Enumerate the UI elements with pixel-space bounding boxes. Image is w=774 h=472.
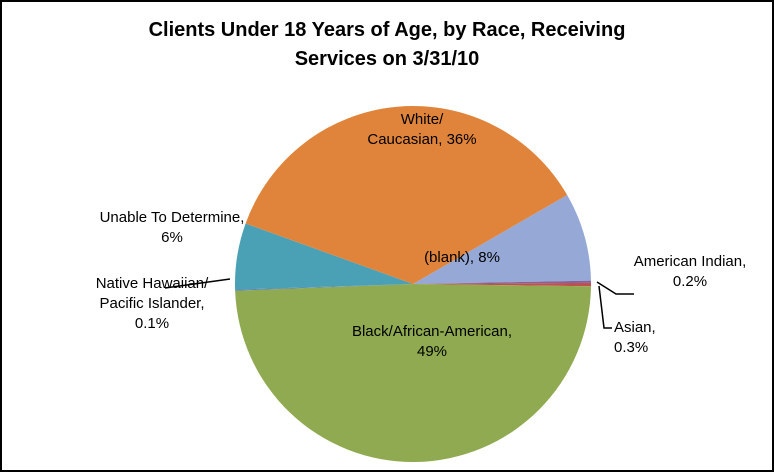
data-label: American Indian, 0.2% bbox=[633, 253, 747, 290]
data-label: Black/African-American, 49% bbox=[351, 323, 513, 360]
pie-slice bbox=[235, 223, 413, 290]
leader-line bbox=[164, 278, 231, 289]
data-label: Unable To Determine, 6% bbox=[99, 209, 245, 246]
leader-line bbox=[596, 281, 634, 295]
pie-slice bbox=[235, 284, 413, 291]
leader-line bbox=[598, 285, 612, 329]
data-label: White/ Caucasian, 36% bbox=[367, 111, 477, 148]
chart-title: Clients Under 18 Years of Age, by Race, … bbox=[148, 19, 626, 70]
data-label: (blank), 8% bbox=[424, 249, 500, 266]
pie-slice bbox=[245, 106, 568, 284]
pie-slice bbox=[413, 282, 591, 287]
data-label: Native Hawaiian/ Pacific Islander, 0.1% bbox=[95, 275, 209, 332]
pie-slice bbox=[413, 280, 591, 284]
pie-slice bbox=[413, 195, 591, 284]
pie-slice bbox=[235, 284, 591, 463]
data-label: Asian, 0.3% bbox=[614, 319, 656, 356]
